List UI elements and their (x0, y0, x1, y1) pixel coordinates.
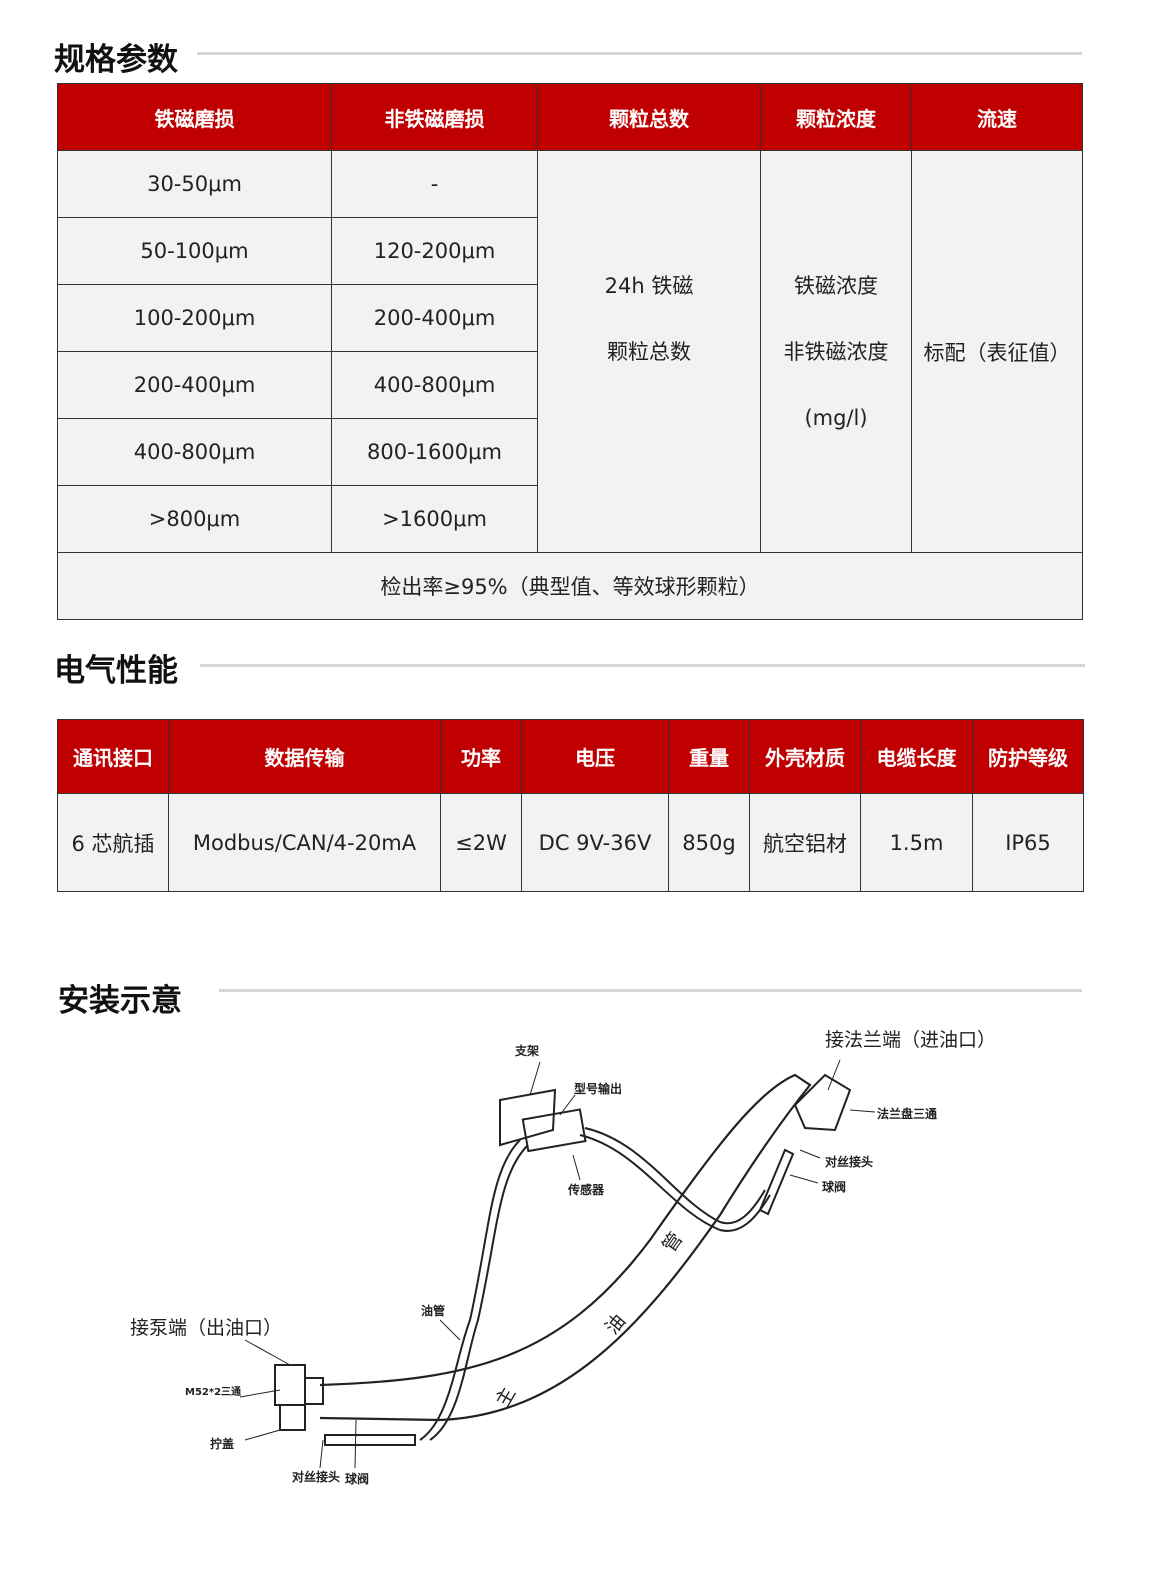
electrical-title: 电气性能 (54, 653, 178, 689)
electrical-table: 通讯接口 数据传输 功率 电压 重量 外壳材质 电缆长度 防护等级 6 芯航插 … (57, 719, 1084, 892)
divider (219, 989, 1082, 992)
label-output: 型号输出 (574, 1082, 623, 1096)
ferro-cell: 100-200μm (57, 284, 332, 352)
header-voltage: 电压 (521, 719, 669, 794)
ferro-cell: 400-800μm (57, 418, 332, 486)
header-power: 功率 (440, 719, 522, 794)
return-pipe (579, 1127, 771, 1232)
label-flange-tee: 法兰盘三通 (877, 1107, 938, 1121)
divider (197, 52, 1082, 55)
flange-tee (793, 1073, 852, 1132)
value-transmission: Modbus/CAN/4-20mA (168, 793, 441, 892)
small-oil-pipe (419, 1139, 529, 1441)
count-line: 24h 铁磁 (604, 273, 694, 298)
label-tee: M52*2三通 (185, 1387, 242, 1398)
value-weight: 850g (668, 793, 750, 892)
sensor-box (521, 1108, 587, 1153)
conc-line: (mg/l) (804, 405, 868, 430)
header-cable: 电缆长度 (860, 719, 973, 794)
ball-valve-lower (324, 1434, 416, 1446)
header-weight: 重量 (668, 719, 750, 794)
ferro-cell: 200-400μm (57, 351, 332, 419)
label-valve-lower: 球阀 (345, 1472, 370, 1486)
nonferro-cell: 120-200μm (331, 217, 538, 285)
value-interface: 6 芯航插 (57, 793, 169, 892)
header-flow: 流速 (911, 83, 1083, 151)
nonferro-cell: 800-1600μm (331, 418, 538, 486)
nonferro-cell: >1600μm (331, 485, 538, 553)
concentration-cell: 铁磁浓度非铁磁浓度 (mg/l) (760, 150, 912, 553)
main-oil-pipe (319, 1073, 812, 1422)
header-material: 外壳材质 (749, 719, 861, 794)
install-title: 安装示意 (58, 983, 182, 1019)
count-cell: 24h 铁磁 颗粒总数 (537, 150, 761, 553)
label-union-upper: 对丝接头 (825, 1155, 874, 1169)
spec-table: 铁磁磨损 非铁磁磨损 颗粒总数 颗粒浓度 流速 30-50μm - 24h 铁磁… (57, 83, 1083, 620)
flow-cell: 标配（表征值） (911, 150, 1083, 553)
nonferro-cell: 400-800μm (331, 351, 538, 419)
detection-rate: 检出率≥95%（典型值、等效球形颗粒） (57, 552, 1083, 620)
ferro-cell: >800μm (57, 485, 332, 553)
count-line: 颗粒总数 (607, 339, 691, 364)
spec-title: 规格参数 (54, 42, 178, 78)
nonferro-cell: - (331, 150, 538, 218)
value-power: ≤2W (440, 793, 522, 892)
bracket (499, 1088, 557, 1147)
label-bracket: 支架 (515, 1044, 540, 1058)
header-interface: 通讯接口 (57, 719, 169, 794)
label-inlet: 接法兰端（进油口） (825, 1029, 997, 1051)
label-sensor: 传感器 (568, 1183, 605, 1197)
label-valve-upper: 球阀 (822, 1180, 847, 1194)
value-voltage: DC 9V-36V (521, 793, 669, 892)
value-cable: 1.5m (860, 793, 973, 892)
header-protection: 防护等级 (972, 719, 1084, 794)
divider (200, 664, 1085, 667)
label-union-lower: 对丝接头 (292, 1470, 341, 1484)
label-cap: 拧盖 (210, 1437, 235, 1451)
label-oil-pipe: 油管 (421, 1304, 446, 1318)
header-count: 颗粒总数 (537, 83, 761, 151)
header-transmission: 数据传输 (168, 719, 441, 794)
label-outlet: 接泵端（出油口） (130, 1317, 283, 1339)
ferro-cell: 50-100μm (57, 217, 332, 285)
ball-valve-upper (758, 1148, 795, 1216)
conc-line: 非铁磁浓度 (783, 339, 889, 364)
value-material: 航空铝材 (749, 793, 861, 892)
value-protection: IP65 (972, 793, 1084, 892)
m52-tee (274, 1364, 324, 1431)
conc-line: 铁磁浓度 (794, 273, 878, 298)
ferro-cell: 30-50μm (57, 150, 332, 218)
header-ferro: 铁磁磨损 (57, 83, 332, 151)
